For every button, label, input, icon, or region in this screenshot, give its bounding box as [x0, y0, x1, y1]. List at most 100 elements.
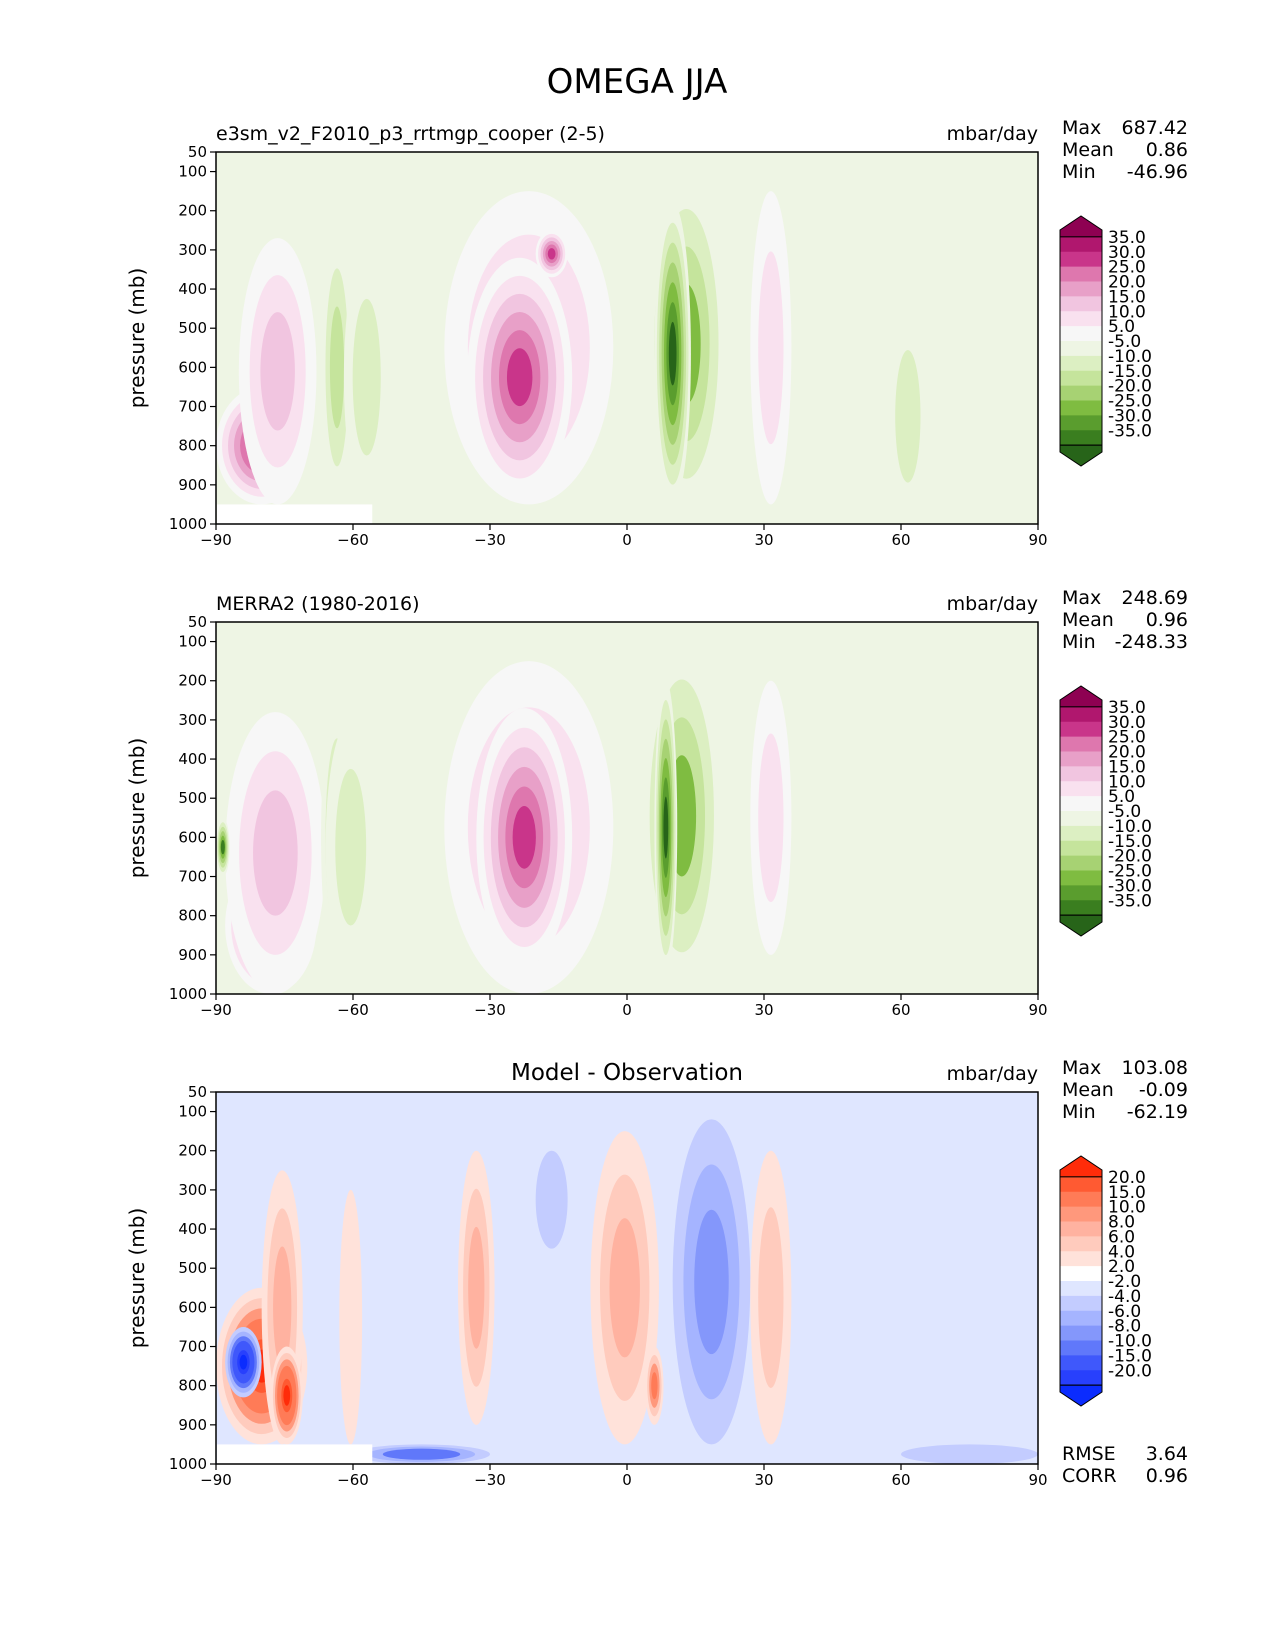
x-tick-label: −30 — [474, 531, 506, 549]
colorbar-label: -4.0 — [1108, 1287, 1141, 1307]
missing-data-region — [217, 504, 373, 524]
colorbar-label: 30.0 — [1108, 713, 1146, 733]
y-tick-label: 400 — [178, 280, 207, 298]
stat-label: RMSE — [1062, 1443, 1116, 1465]
y-tick-label: 600 — [178, 358, 207, 376]
y-tick-label: 500 — [178, 789, 207, 807]
colorbar-swatch — [1060, 1281, 1102, 1297]
colorbar-label: -5.0 — [1108, 802, 1141, 822]
y-tick-label: 100 — [178, 1103, 207, 1121]
colorbar-label: -35.0 — [1108, 421, 1152, 441]
stat-value: -62.19 — [1127, 1101, 1188, 1123]
y-tick-label: 200 — [178, 202, 207, 220]
y-tick-label: 1000 — [169, 515, 207, 533]
stat-label: Min — [1062, 631, 1096, 653]
colorbar-label: -15.0 — [1108, 362, 1152, 382]
colorbar-label: -20.0 — [1108, 847, 1152, 867]
stat-label: Mean — [1062, 609, 1114, 631]
colorbar-swatch — [1060, 885, 1102, 901]
units-label: mbar/day — [947, 123, 1038, 145]
colorbar-swatch — [1060, 1310, 1102, 1327]
colorbar-swatch — [1060, 706, 1102, 723]
stat-value: 3.64 — [1146, 1443, 1188, 1465]
colorbar-swatch — [1060, 1236, 1102, 1252]
y-tick-label: 300 — [178, 711, 207, 729]
colorbar-swatch — [1060, 400, 1102, 416]
colorbar-label: -20.0 — [1108, 377, 1152, 397]
colorbar-label: -2.0 — [1108, 1272, 1141, 1292]
colorbar-swatch — [1060, 326, 1102, 342]
stat-value: 687.42 — [1122, 117, 1188, 139]
contour-level — [260, 312, 295, 431]
colorbar-label: 5.0 — [1108, 787, 1135, 807]
contour-level — [343, 1238, 358, 1396]
colorbar-swatch — [1060, 1370, 1102, 1386]
colorbar-label: -10.0 — [1108, 1332, 1152, 1352]
stat-label: Max — [1062, 1057, 1101, 1079]
contour-level — [651, 1372, 658, 1400]
x-tick-label: 30 — [754, 1471, 773, 1489]
colorbar-swatch — [1060, 870, 1102, 886]
stat-value: -46.96 — [1127, 161, 1188, 183]
y-tick-label: 700 — [178, 868, 207, 886]
x-tick-label: 30 — [754, 531, 773, 549]
contour-level — [609, 1218, 640, 1358]
y-tick-label: 200 — [178, 1142, 207, 1160]
colorbar-label: 10.0 — [1108, 302, 1146, 322]
colorbar-label: -25.0 — [1108, 392, 1152, 412]
x-tick-label: 90 — [1028, 1471, 1047, 1489]
colorbar-label: 20.0 — [1108, 1168, 1146, 1188]
contour-level — [663, 796, 669, 859]
contour-level — [541, 1169, 562, 1230]
x-tick-label: 60 — [891, 1001, 910, 1019]
x-tick-label: 0 — [622, 531, 632, 549]
x-tick-label: −30 — [474, 1471, 506, 1489]
stat-value: -0.09 — [1139, 1079, 1188, 1101]
colorbar-swatch — [1060, 296, 1102, 312]
y-tick-label: 800 — [178, 1377, 207, 1395]
stat-value: 0.96 — [1146, 1465, 1188, 1487]
y-tick-label: 600 — [178, 828, 207, 846]
colorbar-label: 10.0 — [1108, 772, 1146, 792]
panel-center-title: Model - Observation — [511, 1060, 743, 1086]
y-tick-label: 500 — [178, 1259, 207, 1277]
colorbar-label: -25.0 — [1108, 862, 1152, 882]
stat-label: Min — [1062, 161, 1096, 183]
colorbar-swatch — [1060, 355, 1102, 372]
x-tick-label: 0 — [622, 1471, 632, 1489]
contour-level — [352, 298, 381, 456]
y-tick-label: 800 — [178, 437, 207, 455]
y-tick-label: 1000 — [169, 985, 207, 1003]
colorbar-label: 25.0 — [1108, 258, 1146, 278]
y-tick-label: 700 — [178, 398, 207, 416]
colorbar-swatch — [1060, 1176, 1102, 1193]
colorbar-swatch — [1060, 251, 1102, 268]
colorbar-swatch — [1060, 1340, 1102, 1356]
y-tick-label: 50 — [188, 1083, 207, 1101]
y-tick-label: 300 — [178, 241, 207, 259]
colorbar-label: -6.0 — [1108, 1302, 1141, 1322]
colorbar-label: -20.0 — [1108, 1361, 1152, 1381]
colorbar-swatch — [1060, 1295, 1102, 1312]
x-tick-label: −90 — [200, 531, 232, 549]
colorbar-swatch — [1060, 415, 1102, 431]
y-tick-label: 700 — [178, 1338, 207, 1356]
colorbar-swatch — [1060, 781, 1102, 797]
y-tick-label: 1000 — [169, 1455, 207, 1473]
colorbar-swatch — [1060, 1355, 1102, 1371]
contour-level — [547, 248, 556, 260]
y-tick-label: 400 — [178, 750, 207, 768]
colorbar-label: 15.0 — [1108, 287, 1146, 307]
y-tick-label: 400 — [178, 1220, 207, 1238]
colorbar-swatch — [1060, 430, 1102, 446]
colorbar-swatch — [1060, 311, 1102, 327]
y-tick-label: 800 — [178, 907, 207, 925]
contour-field — [216, 171, 929, 524]
colorbar-swatch — [1060, 751, 1102, 767]
colorbar-label: -10.0 — [1108, 347, 1152, 367]
colorbar-label: -15.0 — [1108, 832, 1152, 852]
colorbar-swatch — [1060, 370, 1102, 387]
colorbar-swatch — [1060, 840, 1102, 857]
colorbar-swatch — [1060, 1206, 1102, 1222]
colorbar-swatch — [1060, 1251, 1102, 1267]
